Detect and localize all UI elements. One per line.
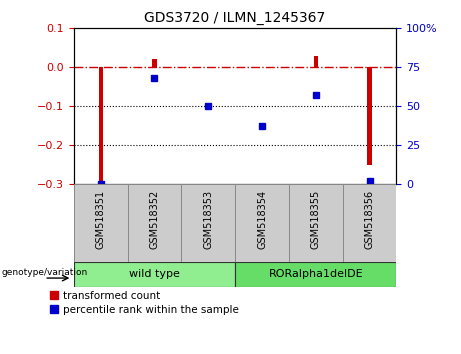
Bar (235, 262, 396, 287)
Legend: transformed count, percentile rank within the sample: transformed count, percentile rank withi… (46, 287, 243, 319)
Bar (181, 184, 235, 262)
Text: GSM518356: GSM518356 (365, 189, 375, 249)
Bar (74, 184, 128, 262)
Text: GSM518353: GSM518353 (203, 189, 213, 249)
Bar (74, 262, 235, 287)
Title: GDS3720 / ILMN_1245367: GDS3720 / ILMN_1245367 (144, 11, 326, 24)
Bar (235, 184, 289, 262)
Text: GSM518355: GSM518355 (311, 189, 321, 249)
Text: genotype/variation: genotype/variation (1, 268, 88, 277)
Bar (289, 184, 343, 262)
Bar (152, 59, 157, 67)
Text: GSM518354: GSM518354 (257, 189, 267, 249)
Text: wild type: wild type (129, 269, 180, 279)
Bar (128, 184, 181, 262)
Bar (343, 184, 396, 262)
Bar (313, 56, 318, 67)
Bar (99, 67, 103, 184)
Text: GSM518351: GSM518351 (95, 189, 106, 249)
Text: RORalpha1delDE: RORalpha1delDE (268, 269, 363, 279)
Text: GSM518352: GSM518352 (149, 189, 160, 249)
Bar (367, 67, 372, 165)
